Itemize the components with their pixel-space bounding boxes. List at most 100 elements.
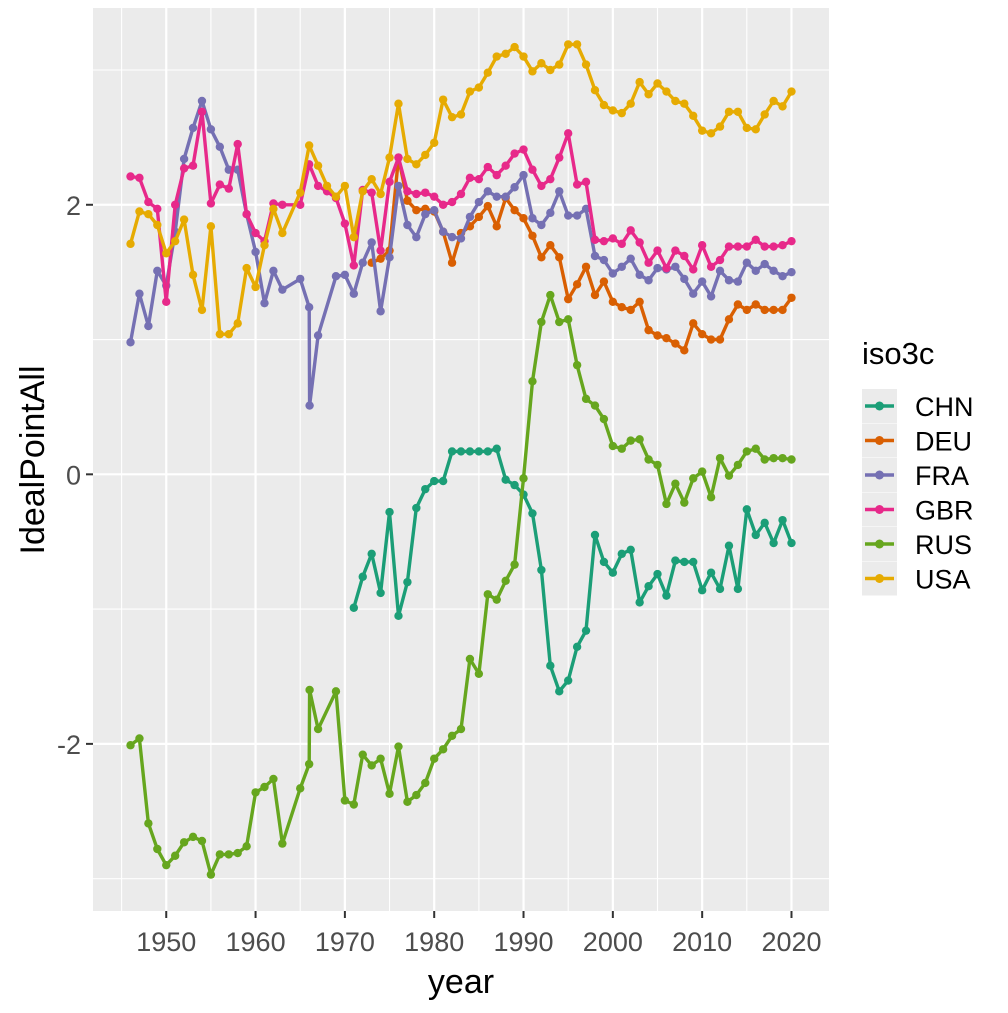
- data-point: [742, 123, 752, 133]
- data-point: [296, 200, 305, 209]
- data-point: [251, 788, 260, 797]
- data-point: [572, 280, 582, 289]
- data-point: [581, 262, 591, 271]
- legend-keys: CHN DEU FRA GBR RUS USA: [862, 389, 974, 596]
- data-point: [224, 184, 233, 193]
- data-point: [519, 214, 528, 223]
- legend-key-point: [875, 401, 884, 411]
- data-point: [778, 515, 787, 525]
- data-point: [546, 174, 555, 184]
- data-point: [304, 141, 314, 150]
- data-point: [546, 208, 555, 218]
- data-point: [733, 242, 743, 251]
- data-point: [680, 346, 689, 355]
- data-point: [304, 303, 314, 312]
- data-point: [438, 227, 448, 236]
- data-point: [760, 259, 769, 269]
- legend-label: DEU: [915, 427, 972, 457]
- legend-item-fra: FRA: [862, 458, 969, 492]
- data-point: [599, 277, 609, 286]
- data-point: [278, 228, 287, 238]
- data-point: [144, 210, 153, 219]
- legend-label: FRA: [915, 461, 969, 491]
- series-layer: [126, 40, 796, 879]
- data-point: [662, 591, 671, 600]
- data-point: [662, 334, 671, 343]
- legend-key-point: [875, 505, 884, 514]
- data-point: [421, 150, 430, 160]
- data-point: [724, 276, 734, 285]
- data-point: [635, 435, 644, 444]
- y-tick-label: 2: [66, 191, 81, 221]
- data-point: [626, 436, 635, 445]
- data-point: [170, 200, 180, 209]
- data-point: [510, 560, 519, 569]
- data-point: [412, 160, 421, 169]
- data-point: [662, 87, 671, 96]
- data-point: [206, 125, 216, 134]
- data-point: [706, 262, 716, 271]
- data-point: [537, 59, 546, 68]
- data-point: [313, 161, 323, 170]
- data-point: [733, 300, 743, 309]
- data-point: [608, 441, 618, 451]
- data-point: [617, 239, 626, 249]
- data-point: [153, 844, 162, 854]
- data-point: [778, 102, 787, 111]
- data-point: [519, 52, 528, 61]
- data-point: [153, 266, 162, 276]
- data-point: [188, 270, 198, 280]
- data-point: [617, 108, 626, 118]
- data-point: [689, 319, 698, 328]
- data-point: [349, 289, 359, 298]
- data-point: [483, 162, 492, 172]
- data-point: [206, 222, 216, 231]
- data-point: [599, 100, 609, 110]
- data-point: [269, 266, 278, 276]
- data-point: [706, 335, 716, 344]
- data-point: [519, 145, 528, 154]
- data-point: [385, 253, 394, 262]
- legend-item-usa: USA: [862, 561, 971, 596]
- data-point: [447, 197, 457, 207]
- data-point: [376, 754, 385, 763]
- data-point: [680, 274, 689, 284]
- data-point: [742, 447, 752, 456]
- data-point: [296, 188, 305, 197]
- data-point: [528, 67, 537, 76]
- data-point: [456, 189, 466, 199]
- data-point: [572, 211, 582, 220]
- data-point: [563, 129, 573, 138]
- x-axis-title: year: [428, 963, 494, 1001]
- data-point: [242, 842, 251, 851]
- data-point: [626, 254, 635, 263]
- data-point: [778, 305, 787, 315]
- data-point: [787, 455, 796, 464]
- data-point: [465, 447, 475, 456]
- data-point: [537, 253, 546, 262]
- data-point: [697, 467, 707, 476]
- data-point: [742, 505, 752, 514]
- data-point: [599, 557, 609, 567]
- data-point: [465, 654, 475, 664]
- data-point: [474, 174, 484, 184]
- data-point: [349, 603, 359, 612]
- data-point: [304, 759, 314, 769]
- data-point: [483, 590, 492, 599]
- data-point: [188, 161, 198, 170]
- data-point: [653, 246, 662, 255]
- data-point: [528, 509, 537, 518]
- data-point: [742, 305, 752, 315]
- data-point: [572, 40, 582, 49]
- data-point: [438, 95, 448, 104]
- data-point: [635, 77, 644, 87]
- data-point: [474, 669, 484, 678]
- legend-label: GBR: [915, 496, 974, 526]
- data-point: [331, 272, 341, 281]
- data-point: [153, 204, 162, 214]
- data-point: [724, 541, 734, 550]
- data-point: [715, 266, 725, 276]
- data-point: [305, 685, 314, 695]
- data-point: [644, 90, 653, 99]
- x-tick-label: 1980: [404, 927, 464, 957]
